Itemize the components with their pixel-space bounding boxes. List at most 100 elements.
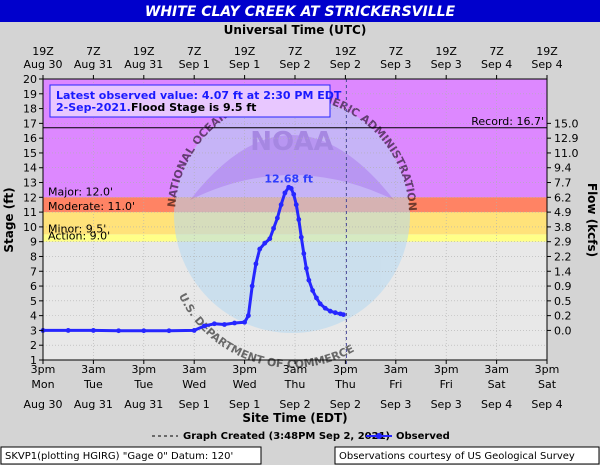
time-tick-hour: 3pm: [232, 363, 257, 376]
utc-tick-date: Aug 30: [24, 58, 63, 71]
utc-tick-time: 7Z: [86, 45, 101, 58]
footer-left-box: [0, 446, 262, 465]
time-tick-day: Sat: [538, 378, 557, 391]
time-axis-ticks: 3pm Mon Aug 30 3am Tue Aug 31 3pm Tue Aug 31 3am W…: [24, 360, 563, 411]
utc-tick-time: 19Z: [133, 45, 155, 58]
flow-tick-label: 12.9: [554, 132, 579, 145]
utc-tick-date: Sep 4: [481, 58, 512, 71]
utc-tick-date: Sep 2: [279, 58, 310, 71]
observed-point: [274, 215, 280, 221]
utc-tick-date: Sep 2: [330, 58, 361, 71]
stage-tick-label: 12: [23, 191, 37, 204]
time-tick-date: Sep 4: [481, 398, 512, 411]
observed-point: [303, 265, 309, 271]
chart-title: WHITE CLAY CREEK AT STRICKERSVILLE: [145, 4, 456, 20]
utc-tick-time: 19Z: [32, 45, 54, 58]
legend: Graph Created (3:48PM Sep 2, 2021) Obser…: [152, 431, 450, 442]
time-tick-date: Sep 2: [330, 398, 361, 411]
observed-point: [267, 236, 273, 242]
time-tick-hour: 3am: [182, 363, 206, 376]
flow-axis-ticks: 0.00.2 0.5 0.9 1.4 2.22.9 3.8 4.9 6.27.7 9.4 11.0…: [547, 117, 579, 337]
observed-point: [249, 283, 255, 289]
time-tick-hour: 3am: [384, 363, 408, 376]
observed-point: [253, 261, 259, 267]
stage-tick-label: 6: [30, 280, 37, 293]
observed-point: [242, 319, 248, 325]
stage-tick-label: 14: [23, 162, 37, 175]
time-tick-day: Sat: [488, 378, 507, 391]
stage-tick-label: 1: [30, 354, 37, 367]
footer-right-box: [334, 446, 600, 465]
time-tick-day: Wed: [182, 378, 206, 391]
stage-tick-label: 11: [23, 206, 37, 219]
utc-tick-date: Sep 1: [179, 58, 210, 71]
time-tick-day: Thu: [284, 378, 306, 391]
title-bar: [0, 0, 600, 22]
utc-tick-date: Sep 3: [431, 58, 462, 71]
observed-point: [322, 305, 328, 311]
utc-tick-time: 19Z: [335, 45, 357, 58]
time-tick-day: Thu: [334, 378, 356, 391]
y-axis-title: Stage (ft): [2, 187, 16, 252]
time-tick-date: Aug 31: [124, 398, 163, 411]
observed-point: [301, 251, 307, 256]
flow-tick-label: 0.5: [554, 295, 572, 308]
time-tick-hour: 3am: [283, 363, 307, 376]
observed-point: [222, 322, 227, 327]
time-tick-hour: 3pm: [535, 363, 560, 376]
time-tick-day: Mon: [31, 378, 54, 391]
time-tick-hour: 3pm: [333, 363, 358, 376]
stage-tick-label: 20: [23, 73, 37, 86]
observed-point: [166, 328, 172, 334]
observed-point: [327, 308, 333, 314]
footer-source-text: Observations courtesy of US Geological S…: [339, 451, 575, 462]
utc-tick-time: 19Z: [435, 45, 457, 58]
stage-tick-label: 17: [23, 117, 37, 130]
time-tick-hour: 3am: [81, 363, 105, 376]
time-tick-hour: 3pm: [434, 363, 459, 376]
observed-point: [232, 320, 237, 326]
flood-category-labels: Action: 9.0'Minor: 9.5' Moderate: 11.0' Ma…: [48, 185, 135, 242]
observed-point: [293, 202, 299, 208]
utc-tick-date: Sep 3: [380, 58, 411, 71]
time-tick-day: Wed: [233, 378, 257, 391]
x-axis-title: Site Time (EDT): [242, 411, 347, 425]
utc-tick-time: 7Z: [187, 45, 202, 58]
record-label: Record: 16.7': [471, 115, 544, 128]
flood-band-label-moderate: Moderate: 11.0': [48, 200, 135, 213]
flow-tick-label: 2.9: [554, 236, 572, 249]
observed-point: [317, 301, 323, 307]
stage-tick-label: 18: [23, 103, 37, 116]
flow-tick-label: 2.2: [554, 250, 572, 263]
observed-point: [91, 328, 96, 333]
observed-point: [296, 217, 302, 222]
observed-point: [310, 288, 316, 293]
observed-point: [291, 191, 297, 197]
observed-series: 12.68 ft: [40, 172, 346, 334]
observed-point: [314, 295, 319, 301]
observed-point: [332, 310, 338, 316]
utc-tick-date: Aug 31: [74, 58, 113, 71]
observed-point: [245, 313, 251, 319]
flow-tick-label: 3.8: [554, 221, 572, 234]
observed-point: [340, 312, 346, 317]
utc-tick-time: 19Z: [536, 45, 558, 58]
stage-tick-label: 15: [23, 147, 37, 160]
observed-point: [288, 186, 294, 191]
time-tick-date: Aug 30: [24, 398, 63, 411]
time-tick-day: Tue: [133, 378, 153, 391]
time-tick-date: Sep 1: [229, 398, 260, 411]
utc-tick-date: Sep 1: [229, 58, 260, 71]
flood-band-label-action: Action: 9.0': [48, 230, 110, 243]
stage-tick-label: 8: [30, 250, 37, 263]
top-axis-title: Universal Time (UTC): [224, 23, 367, 37]
flood-stage-note: Flood Stage is 9.5 ft: [131, 101, 256, 114]
peak-label: 12.68 ft: [264, 172, 313, 185]
time-tick-date: Sep 4: [531, 398, 562, 411]
watermark-center-text: NOAA: [250, 127, 333, 157]
record-stage: Record: 16.7': [43, 115, 547, 129]
